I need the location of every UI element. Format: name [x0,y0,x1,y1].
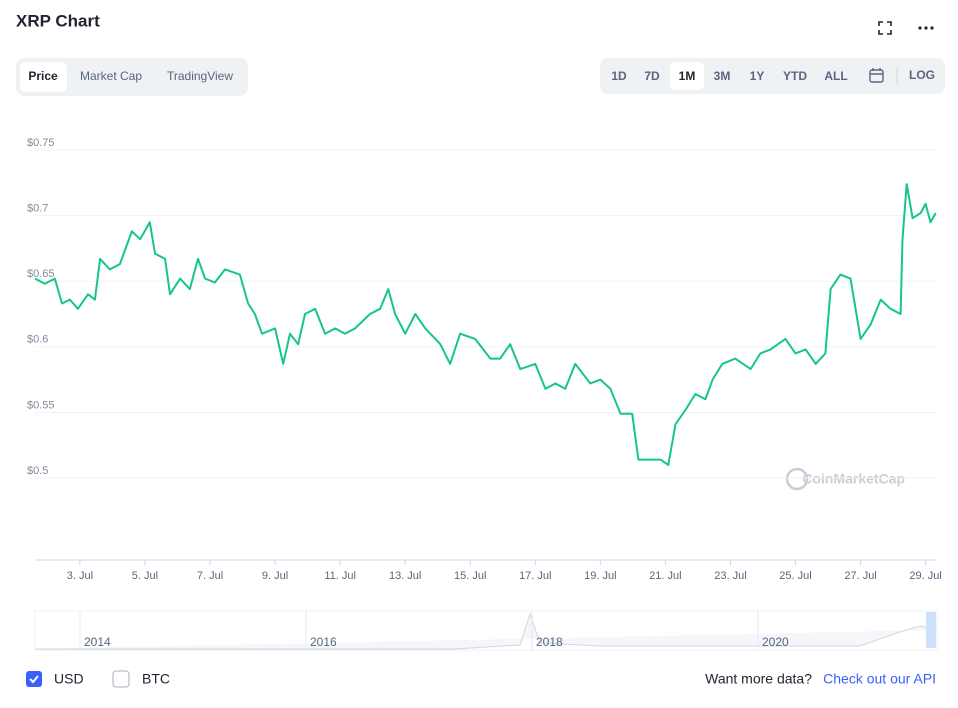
currency-label: BTC [142,671,170,687]
x-tick-label: 29. Jul [909,570,941,582]
fullscreen-icon[interactable] [878,21,892,35]
y-tick-label: $0.6 [27,334,48,346]
watermark-logo [785,467,809,491]
btc-checkbox[interactable] [112,670,130,688]
x-tick-label: 13. Jul [389,570,421,582]
x-tick-label: 23. Jul [714,570,746,582]
navigator-outline [35,612,938,650]
range-button[interactable]: 1Y [750,69,765,83]
y-tick-label: $0.7 [27,203,48,215]
active-tab [20,62,67,92]
range-button[interactable]: YTD [783,69,807,83]
page-title: XRP Chart [16,11,100,30]
x-tick-label: 11. Jul [324,570,356,582]
tab[interactable]: Market Cap [80,69,142,83]
y-tick-label: $0.75 [27,137,55,149]
x-tick-label: 17. Jul [519,570,551,582]
y-tick-label: $0.5 [27,465,48,477]
y-tick-label: $0.55 [27,399,55,411]
watermark: CoinMarketCap [802,471,905,487]
check-mark [29,675,39,684]
range-button[interactable]: ALL [824,69,847,83]
api-link[interactable]: Check out our API [823,671,936,687]
x-tick-label: 27. Jul [844,570,876,582]
y-tick-label: $0.65 [27,268,55,280]
log-toggle[interactable]: LOG [909,68,935,82]
navigator-label: 2018 [536,635,563,649]
price-line [34,183,937,466]
x-tick-label: 19. Jul [584,570,616,582]
x-tick-label: 25. Jul [779,570,811,582]
x-tick-label: 3. Jul [67,570,93,582]
range-button[interactable]: 7D [644,69,660,83]
api-prompt: Want more data? [705,671,812,687]
navigator-handle[interactable] [926,612,936,648]
tab-bar [16,58,248,96]
x-tick-label: 15. Jul [454,570,486,582]
range-button[interactable]: 1D [611,69,627,83]
range-button[interactable]: 1M [679,69,696,83]
x-tick-label: 7. Jul [197,570,223,582]
navigator-label: 2020 [762,635,789,649]
more-icon[interactable] [918,26,934,30]
active-range [670,62,704,90]
navigator-label: 2016 [310,635,337,649]
navigator-label: 2014 [84,635,111,649]
x-tick-label: 5. Jul [132,570,158,582]
currency-label: USD [54,671,84,687]
calendar-icon[interactable] [869,68,884,83]
x-tick-label: 9. Jul [262,570,288,582]
usd-checkbox[interactable] [26,671,42,687]
tab[interactable]: TradingView [167,69,233,83]
x-tick-label: 21. Jul [649,570,681,582]
tab[interactable]: Price [28,69,58,83]
range-button[interactable]: 3M [714,69,731,83]
